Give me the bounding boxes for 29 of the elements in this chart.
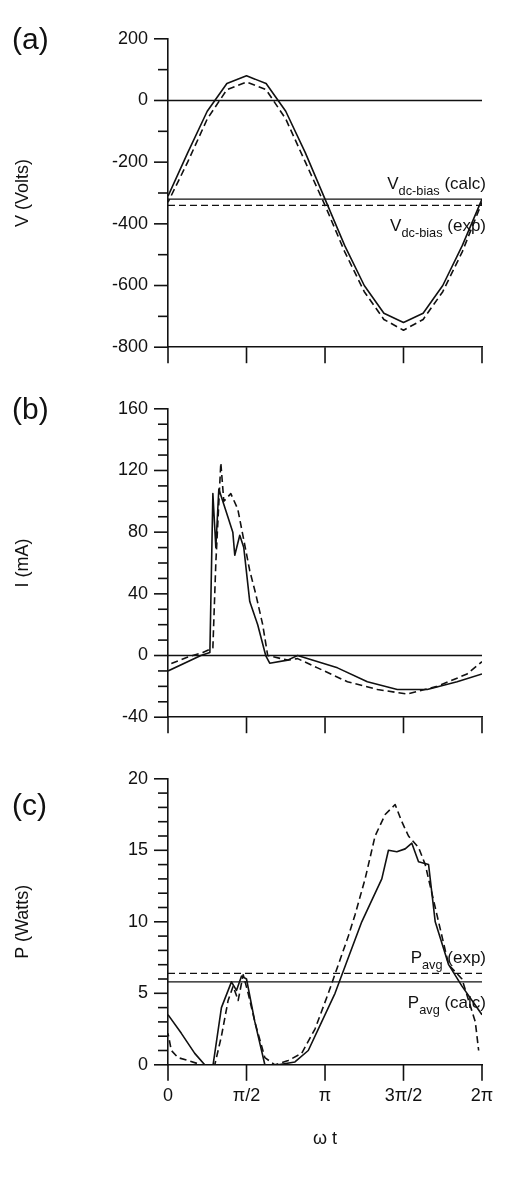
y-tick-label: 80 [127, 521, 148, 542]
y-axis-title: I (mA) [11, 538, 32, 588]
y-tick-label: 120 [117, 459, 148, 480]
y-tick-label: 0 [137, 644, 148, 665]
y-axis-title: V (Volts) [11, 158, 32, 228]
y-tick-label: 10 [127, 910, 148, 931]
x-axis-title: ω t [312, 1128, 338, 1149]
chart-title: (a) [12, 22, 49, 56]
y-axis-title: P (Watts) [11, 884, 32, 959]
x-tick-label: π [318, 1084, 332, 1105]
chart-title: (c) [12, 788, 47, 822]
y-tick-label: 40 [127, 582, 148, 603]
y-tick-label: -800 [111, 336, 148, 357]
y-tick-label: -600 [111, 274, 148, 295]
x-tick-label: 0 [162, 1084, 174, 1105]
chart-title: (b) [12, 392, 49, 426]
y-tick-label: 0 [137, 1053, 148, 1074]
y-tick-label: -200 [111, 151, 148, 172]
x-tick-label: π/2 [232, 1084, 261, 1105]
y-tick-label: 200 [117, 27, 148, 48]
y-tick-label: 20 [127, 767, 148, 788]
y-tick-label: 160 [117, 397, 148, 418]
y-tick-label: -40 [121, 706, 148, 727]
y-tick-label: 5 [137, 982, 148, 1003]
x-tick-label: 3π/2 [384, 1084, 423, 1105]
y-tick-label: -400 [111, 212, 148, 233]
x-tick-label: 2π [470, 1084, 494, 1105]
y-tick-label: 0 [137, 89, 148, 110]
y-tick-label: 15 [127, 839, 148, 860]
